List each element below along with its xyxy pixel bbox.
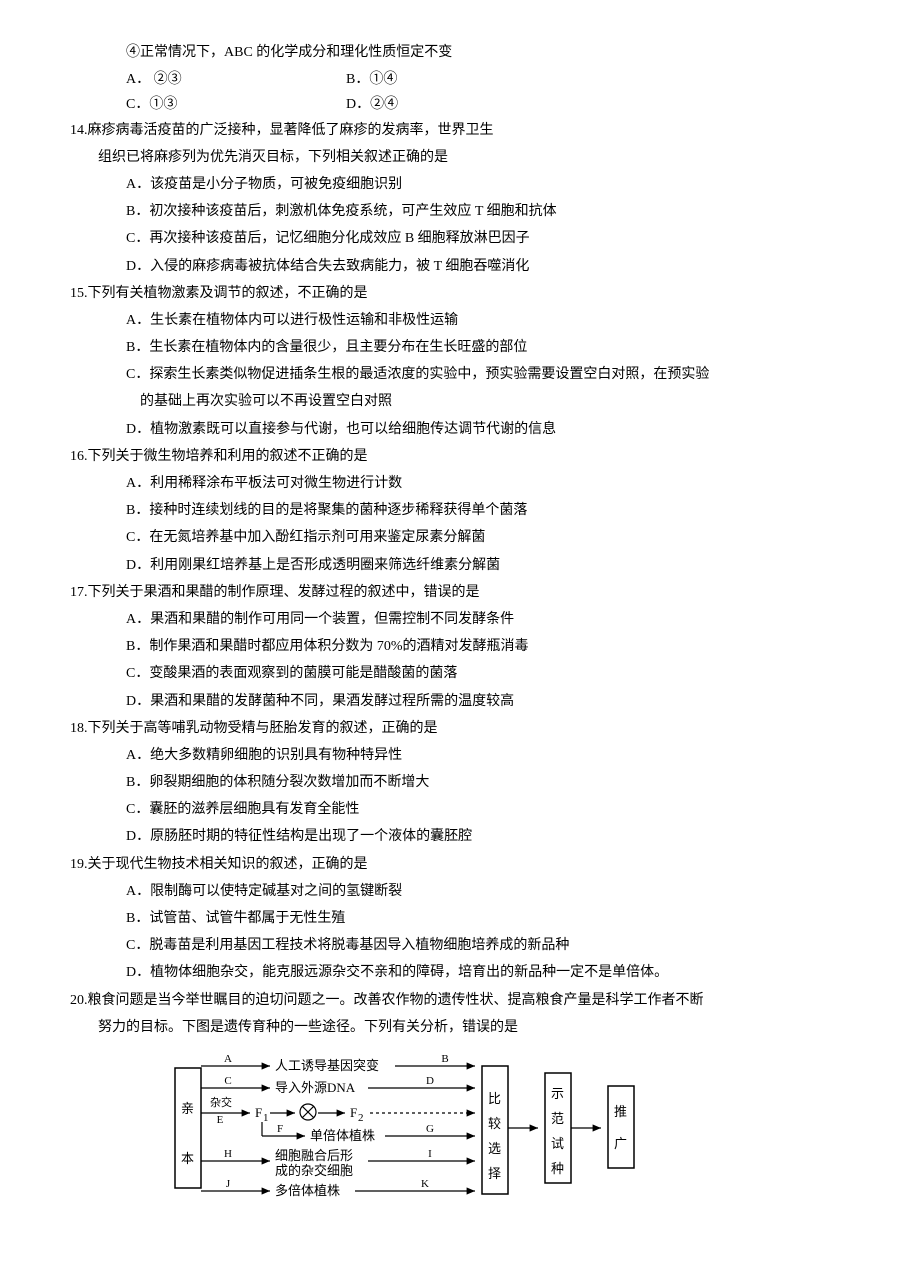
q16-choice-d: D．利用刚果红培养基上是否形成透明圈来筛选纤维素分解菌	[70, 553, 850, 578]
cross-label: 杂交	[210, 1095, 232, 1109]
label-i: I	[428, 1148, 432, 1160]
q18-stem: 18.下列关于高等哺乳动物受精与胚胎发育的叙述，正确的是	[70, 716, 850, 741]
q17-number: 17.	[70, 585, 88, 600]
q15-choice-b: B．生长素在植物体内的含量很少，且主要分布在生长旺盛的部位	[70, 335, 850, 360]
box-compare-4: 择	[488, 1166, 501, 1181]
label-g: G	[426, 1123, 434, 1135]
f1-label: F	[255, 1105, 262, 1120]
q18-choice-d: D．原肠胚时期的特征性结构是出现了一个液体的囊胚腔	[70, 824, 850, 849]
q18-choice-c: C．囊胚的滋养层细胞具有发育全能性	[70, 797, 850, 822]
label-f: F	[277, 1123, 283, 1135]
q14-stem-line2: 组织已将麻疹列为优先消灭目标，下列相关叙述正确的是	[70, 145, 850, 170]
row5-text2: 成的杂交细胞	[275, 1163, 353, 1178]
q17-choice-c: C．变酸果酒的表面观察到的菌膜可能是醋酸菌的菌落	[70, 661, 850, 686]
box-compare-1: 比	[488, 1091, 501, 1106]
q13-choice-d: D．②④	[346, 92, 398, 117]
q19-choice-b: B．试管苗、试管牛都属于无性生殖	[70, 906, 850, 931]
q16-choice-a: A．利用稀释涂布平板法可对微生物进行计数	[70, 471, 850, 496]
label-e: E	[217, 1114, 224, 1126]
breeding-diagram: 亲 本 A 人工诱导基因突变 B C 导入外源DNA D 杂交 E F 1 F …	[70, 1048, 850, 1217]
box-compare-3: 选	[488, 1141, 501, 1156]
q17-choice-d: D．果酒和果醋的发酵菌种不同，果酒发酵过程所需的温度较高	[70, 689, 850, 714]
label-c: C	[224, 1075, 231, 1087]
q16-choice-c: C．在无氮培养基中加入酚红指示剂可用来鉴定尿素分解菌	[70, 525, 850, 550]
diagram-svg: 亲 本 A 人工诱导基因突变 B C 导入外源DNA D 杂交 E F 1 F …	[170, 1048, 730, 1208]
q17-choice-b: B．制作果酒和果醋时都应用体积分数为 70%的酒精对发酵瓶消毒	[70, 634, 850, 659]
q20-stem-line2: 努力的目标。下图是遗传育种的一些途径。下列有关分析，错误的是	[70, 1015, 850, 1040]
q19-choice-a: A．限制酶可以使特定碱基对之间的氢键断裂	[70, 879, 850, 904]
q14-choice-b: B．初次接种该疫苗后，刺激机体免疫系统，可产生效应 T 细胞和抗体	[70, 199, 850, 224]
q19-choice-d: D．植物体细胞杂交，能克服远源杂交不亲和的障碍，培育出的新品种一定不是单倍体。	[70, 960, 850, 985]
row5-text1: 细胞融合后形	[275, 1148, 353, 1163]
q13-choice-b: B．①④	[346, 67, 397, 92]
q13-choice-a: A． ②③	[126, 67, 346, 92]
q15-choice-c-line2: 的基础上再次实验可以不再设置空白对照	[70, 389, 850, 414]
f1-sub: 1	[263, 1112, 269, 1124]
box-test-2: 范	[551, 1111, 564, 1126]
q15-choice-a: A．生长素在植物体内可以进行极性运输和非极性运输	[70, 308, 850, 333]
q17-choice-a: A．果酒和果醋的制作可用同一个装置，但需控制不同发酵条件	[70, 607, 850, 632]
q15-choice-d: D．植物激素既可以直接参与代谢，也可以给细胞传达调节代谢的信息	[70, 417, 850, 442]
q20-stem-line1: 20.粮食问题是当今举世瞩目的迫切问题之一。改善农作物的遗传性状、提高粮食产量是…	[70, 988, 850, 1013]
q14-choice-c: C．再次接种该疫苗后，记忆细胞分化成效应 B 细胞释放淋巴因子	[70, 226, 850, 251]
label-h: H	[224, 1148, 232, 1160]
box-promote-1: 推	[614, 1104, 627, 1119]
q18-number: 18.	[70, 721, 88, 736]
row6-text: 多倍体植株	[275, 1183, 340, 1198]
f2-sub: 2	[358, 1112, 364, 1124]
q18-choice-a: A．绝大多数精卵细胞的识别具有物种特异性	[70, 743, 850, 768]
box-test-1: 示	[551, 1086, 564, 1101]
q15-stem: 15.下列有关植物激素及调节的叙述，不正确的是	[70, 281, 850, 306]
row4-text: 单倍体植株	[310, 1128, 375, 1143]
label-d: D	[426, 1075, 434, 1087]
q13-choice-c: C．①③	[126, 92, 346, 117]
q19-choice-c: C．脱毒苗是利用基因工程技术将脱毒基因导入植物细胞培养成的新品种	[70, 933, 850, 958]
q14-choice-a: A．该疫苗是小分子物质，可被免疫细胞识别	[70, 172, 850, 197]
box-test-4: 种	[551, 1161, 564, 1176]
box-parent-char2: 本	[181, 1151, 194, 1166]
q20-number: 20.	[70, 993, 88, 1008]
box-parent-char1: 亲	[181, 1101, 194, 1116]
q14-stem-line1: 14.麻疹病毒活疫苗的广泛接种，显著降低了麻疹的发病率，世界卫生	[70, 118, 850, 143]
row2-text: 导入外源DNA	[275, 1080, 356, 1095]
q16-choice-b: B．接种时连续划线的目的是将聚集的菌种逐步稀释获得单个菌落	[70, 498, 850, 523]
q14-number: 14.	[70, 123, 88, 138]
q16-stem: 16.下列关于微生物培养和利用的叙述不正确的是	[70, 444, 850, 469]
q15-choice-c-line1: C．探索生长素类似物促进插条生根的最适浓度的实验中，预实验需要设置空白对照，在预…	[70, 362, 850, 387]
q18-choice-b: B．卵裂期细胞的体积随分裂次数增加而不断增大	[70, 770, 850, 795]
q13-option4: ④正常情况下，ABC 的化学成分和理化性质恒定不变	[70, 40, 850, 65]
q14-choice-d: D．入侵的麻疹病毒被抗体结合失去致病能力，被 T 细胞吞噬消化	[70, 254, 850, 279]
label-j: J	[226, 1178, 231, 1190]
q16-number: 16.	[70, 449, 88, 464]
q19-number: 19.	[70, 857, 88, 872]
q15-number: 15.	[70, 286, 88, 301]
label-k: K	[421, 1178, 429, 1190]
f2-label: F	[350, 1105, 357, 1120]
box-promote-2: 广	[614, 1136, 627, 1151]
label-b: B	[441, 1053, 448, 1065]
box-test-3: 试	[551, 1136, 564, 1151]
q17-stem: 17.下列关于果酒和果醋的制作原理、发酵过程的叙述中，错误的是	[70, 580, 850, 605]
q19-stem: 19.关于现代生物技术相关知识的叙述，正确的是	[70, 852, 850, 877]
box-compare-2: 较	[488, 1116, 501, 1131]
label-a: A	[224, 1053, 232, 1065]
row1-text: 人工诱导基因突变	[275, 1058, 379, 1073]
